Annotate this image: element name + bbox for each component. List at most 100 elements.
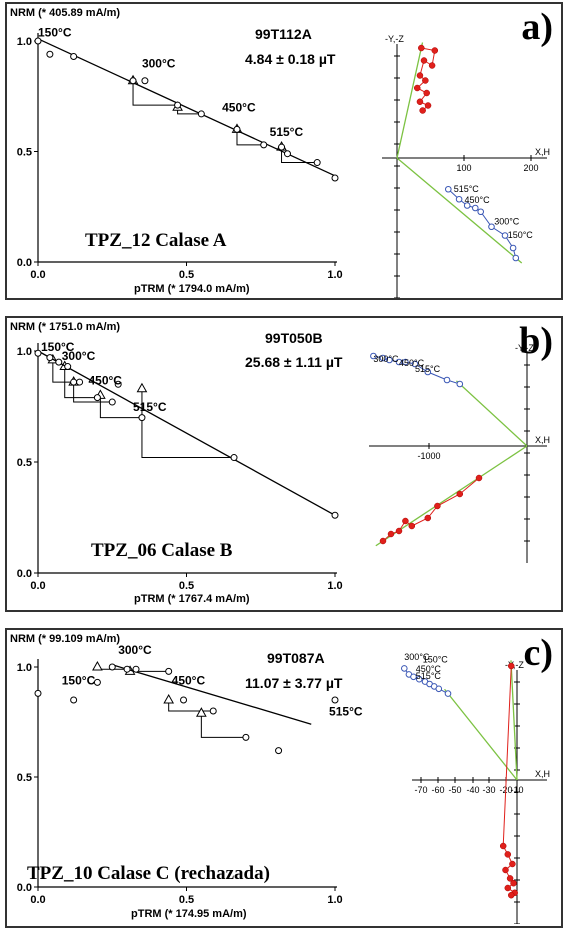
temperature-label: 300°C — [62, 349, 96, 363]
data-point — [93, 678, 101, 686]
zij-temperature-label: 515°C — [454, 184, 480, 194]
data-point — [34, 37, 42, 45]
calase-title: TPZ_10 Calase C (rechazada) — [27, 863, 270, 884]
zij-temperature-label: 300°C — [494, 216, 520, 226]
zij-red-point — [424, 102, 432, 109]
zij-red-point — [395, 527, 403, 535]
zij-temperature-label: 150°C — [423, 654, 449, 664]
zij-temperature-label: 150°C — [508, 230, 534, 240]
data-point — [209, 707, 217, 715]
temperature-label: 300°C — [142, 57, 176, 71]
fit-line — [37, 350, 336, 516]
data-point — [278, 143, 286, 151]
y-tick-label: 0.0 — [17, 882, 32, 894]
temperature-label: 150°C — [41, 340, 75, 354]
zij-up-label: -Y,-Z — [505, 660, 524, 670]
zij-blue-point — [477, 208, 485, 216]
sample-id: 99T087A — [267, 650, 325, 666]
data-point — [141, 77, 149, 85]
zij-blue-point — [472, 204, 479, 212]
y-tick-label: 0.0 — [17, 568, 32, 580]
ptrm-check-line — [141, 388, 235, 459]
y-tick-label: 1.0 — [17, 346, 32, 358]
x-tick-label: 1.0 — [327, 580, 342, 592]
zij-temperature-label: 450°C — [465, 195, 491, 205]
sample-id: 99T112A — [255, 26, 312, 42]
data-point — [331, 174, 339, 182]
zij-blue-point — [463, 202, 471, 209]
y-tick-label: 1.0 — [17, 662, 32, 674]
zij-blue-point — [444, 690, 452, 697]
zij-red-point — [424, 514, 432, 522]
x-tick-label: 0.5 — [179, 894, 194, 906]
zij-up-label: -Y,-Z — [515, 343, 534, 353]
paleointensity-value: 4.84 ± 0.18 µT — [245, 51, 336, 67]
data-point — [132, 665, 140, 673]
zij-blue-point — [424, 368, 432, 376]
zij-red-point — [428, 62, 436, 69]
zij-red-point — [418, 44, 425, 52]
zij-blue-point — [386, 356, 393, 364]
zij-red-point — [419, 107, 426, 114]
y-tick-label: 1.0 — [17, 36, 32, 48]
zij-blue-point — [410, 673, 417, 681]
panel-letter: b) — [519, 320, 553, 362]
y-tick-label: 0.5 — [17, 457, 32, 469]
data-point — [114, 380, 122, 388]
zij-blue-point — [415, 675, 423, 683]
data-point — [46, 354, 54, 362]
data-point — [55, 358, 63, 366]
zij-blue-point — [379, 354, 387, 362]
zij-up-label: -Y,-Z — [385, 34, 404, 44]
zij-red-point — [508, 891, 515, 899]
zij-blue-point — [401, 665, 408, 672]
calase-title: TPZ_12 Calase A — [85, 230, 227, 251]
zij-blue-point — [411, 360, 419, 368]
panel-b: 0.0 0.5 1.0 0.0 0.5 1.0 150°C 300°C 450°C 515°C -Y… — [5, 316, 563, 612]
data-point — [260, 141, 268, 149]
x-tick-label: 0.5 — [179, 269, 194, 281]
zij-blue-point — [435, 685, 443, 693]
zij-fit-line-vertical — [510, 660, 518, 781]
zij-red-point — [499, 842, 507, 850]
zij-temperature-label: 515°C — [415, 364, 441, 374]
zij-tick-label: -60 — [431, 785, 444, 795]
x-tick-label: 0.0 — [30, 269, 45, 281]
zij-red-point — [423, 89, 430, 97]
zij-blue-point — [455, 195, 463, 203]
data-point — [76, 378, 84, 386]
zij-fit-line-horizontal — [455, 380, 528, 447]
zij-tick-label: -30 — [482, 785, 495, 795]
temperature-label: 450°C — [88, 373, 122, 387]
temperature-label: 300°C — [118, 643, 152, 657]
zij-red-point — [414, 84, 421, 92]
zij-red-point — [431, 47, 439, 54]
zij-red-point — [510, 879, 517, 887]
data-point — [70, 378, 78, 386]
zij-red-point — [402, 517, 409, 525]
data-point — [34, 689, 42, 697]
data-point — [230, 454, 238, 462]
zij-red-point — [508, 662, 515, 670]
zij-tick-label: -1000 — [417, 451, 440, 461]
ptrm-check-triangle — [92, 660, 103, 671]
data-point — [331, 696, 339, 704]
x-tick-label: 1.0 — [327, 269, 342, 281]
ptrm-check-line — [200, 713, 246, 738]
data-point — [180, 696, 188, 704]
ptrm-check-line — [236, 129, 264, 146]
x-tick-label: 1.0 — [327, 894, 342, 906]
zij-blue-point — [512, 254, 520, 262]
zij-blue-point — [443, 376, 451, 384]
zij-red-point — [422, 77, 429, 84]
zij-right-label: X,H — [535, 435, 550, 445]
fit-line — [112, 664, 312, 725]
zij-blue-point — [395, 358, 403, 366]
data-point — [70, 52, 78, 60]
data-point — [46, 50, 54, 58]
zij-red-point — [502, 866, 509, 874]
y-tick-label: 0.5 — [17, 147, 32, 159]
zij-tick-label: -10 — [510, 785, 523, 795]
calase-title: TPZ_06 Calase B — [91, 540, 233, 561]
